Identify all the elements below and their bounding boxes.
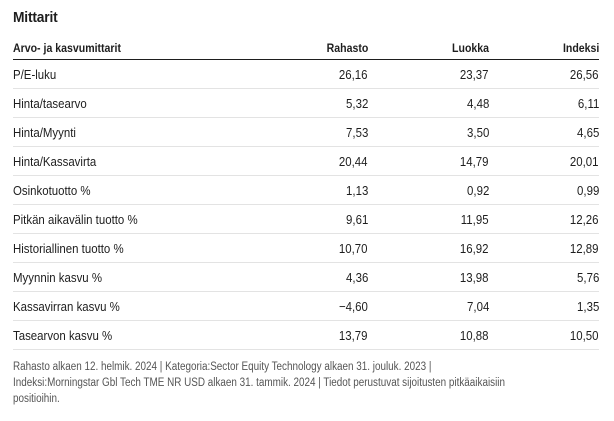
- category-value: 13,98: [368, 262, 489, 292]
- table-row: Hinta/Kassavirta 20,44 14,79 20,01: [13, 146, 599, 176]
- category-value: 10,88: [368, 320, 489, 350]
- index-value: 20,01: [489, 146, 599, 176]
- category-value: 0,92: [368, 175, 489, 205]
- category-value: 3,50: [368, 117, 489, 147]
- metric-label: Hinta/Kassavirta: [13, 146, 273, 176]
- fund-value: 1,13: [273, 175, 368, 205]
- fund-value: 9,61: [273, 204, 368, 234]
- index-value: 6,11: [489, 88, 599, 118]
- header-fund: Rahasto: [273, 37, 368, 60]
- footnote-line: Rahasto alkaen 12. helmik. 2024 | Katego…: [13, 361, 432, 373]
- metric-label: Kassavirran kasvu %: [13, 291, 273, 321]
- fund-value: 26,16: [273, 59, 368, 89]
- fund-value: 5,32: [273, 88, 368, 118]
- metrics-table: Arvo- ja kasvumittarit Rahasto Luokka In…: [13, 37, 599, 350]
- fund-value: 20,44: [273, 146, 368, 176]
- index-value: 10,50: [489, 320, 599, 350]
- index-value: 0,99: [489, 175, 599, 205]
- index-value: 26,56: [489, 59, 599, 89]
- footnote-line: Indeksi:Morningstar Gbl Tech TME NR USD …: [13, 377, 505, 389]
- index-value: 12,89: [489, 233, 599, 263]
- index-value: 12,26: [489, 204, 599, 234]
- fund-value: −4,60: [273, 291, 368, 321]
- fund-value: 10,70: [273, 233, 368, 263]
- footnote-line: positioihin.: [13, 393, 60, 405]
- footnote: Rahasto alkaen 12. helmik. 2024 | Katego…: [13, 359, 529, 407]
- fund-value: 13,79: [273, 320, 368, 350]
- metric-label: Historiallinen tuotto %: [13, 233, 273, 263]
- table-row: Pitkän aikavälin tuotto % 9,61 11,95 12,…: [13, 204, 599, 234]
- metric-label: P/E-luku: [13, 59, 273, 89]
- metric-label: Tasearvon kasvu %: [13, 320, 273, 350]
- table-header-row: Arvo- ja kasvumittarit Rahasto Luokka In…: [13, 37, 599, 60]
- table-row: P/E-luku 26,16 23,37 26,56: [13, 59, 599, 89]
- metric-label: Hinta/Myynti: [13, 117, 273, 147]
- metric-label: Myynnin kasvu %: [13, 262, 273, 292]
- header-category: Luokka: [368, 37, 489, 60]
- fund-value: 7,53: [273, 117, 368, 147]
- table-row: Tasearvon kasvu % 13,79 10,88 10,50: [13, 320, 599, 350]
- section-title: Mittarit: [13, 9, 58, 26]
- fund-value: 4,36: [273, 262, 368, 292]
- header-index: Indeksi: [489, 37, 599, 60]
- category-value: 16,92: [368, 233, 489, 263]
- table-row: Hinta/Myynti 7,53 3,50 4,65: [13, 117, 599, 147]
- table-row: Hinta/tasearvo 5,32 4,48 6,11: [13, 88, 599, 118]
- metric-label: Osinkotuotto %: [13, 175, 273, 205]
- category-value: 23,37: [368, 59, 489, 89]
- category-value: 14,79: [368, 146, 489, 176]
- category-value: 7,04: [368, 291, 489, 321]
- table-row: Historiallinen tuotto % 10,70 16,92 12,8…: [13, 233, 599, 263]
- category-value: 11,95: [368, 204, 489, 234]
- metric-label: Hinta/tasearvo: [13, 88, 273, 118]
- index-value: 5,76: [489, 262, 599, 292]
- table-row: Kassavirran kasvu % −4,60 7,04 1,35: [13, 291, 599, 321]
- header-metric: Arvo- ja kasvumittarit: [13, 37, 273, 60]
- index-value: 1,35: [489, 291, 599, 321]
- table-row: Osinkotuotto % 1,13 0,92 0,99: [13, 175, 599, 205]
- index-value: 4,65: [489, 117, 599, 147]
- metric-label: Pitkän aikavälin tuotto %: [13, 204, 273, 234]
- category-value: 4,48: [368, 88, 489, 118]
- table-row: Myynnin kasvu % 4,36 13,98 5,76: [13, 262, 599, 292]
